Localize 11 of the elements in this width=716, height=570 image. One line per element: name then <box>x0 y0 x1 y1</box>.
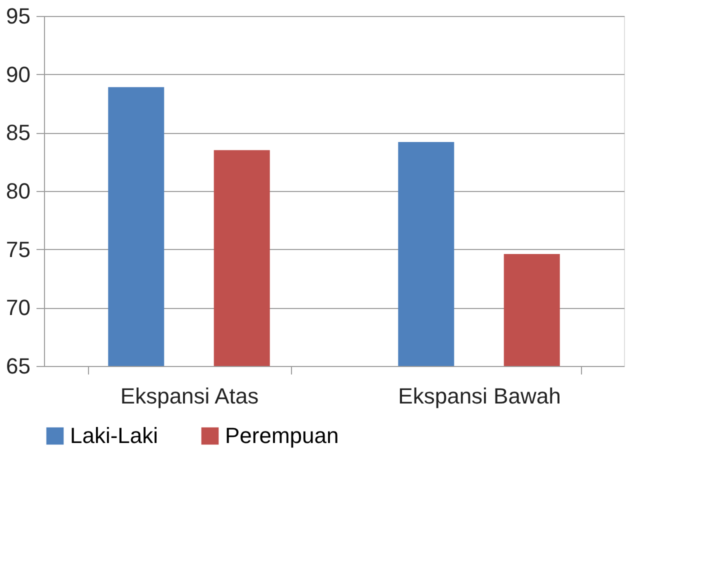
x-tick-label: Ekspansi Bawah <box>398 384 561 408</box>
legend-label: Perempuan <box>225 423 339 448</box>
y-tick-label: 95 <box>6 4 30 28</box>
x-tick-label: Ekspansi Atas <box>120 384 259 408</box>
y-tick-label: 65 <box>6 354 30 378</box>
y-tick-label: 80 <box>6 178 30 204</box>
legend-label: Laki-Laki <box>70 423 158 448</box>
y-tick-label: 90 <box>6 62 30 87</box>
y-tick-label: 85 <box>6 120 30 146</box>
y-tick-label: 75 <box>6 236 30 262</box>
y-tick-label: 70 <box>6 295 30 320</box>
